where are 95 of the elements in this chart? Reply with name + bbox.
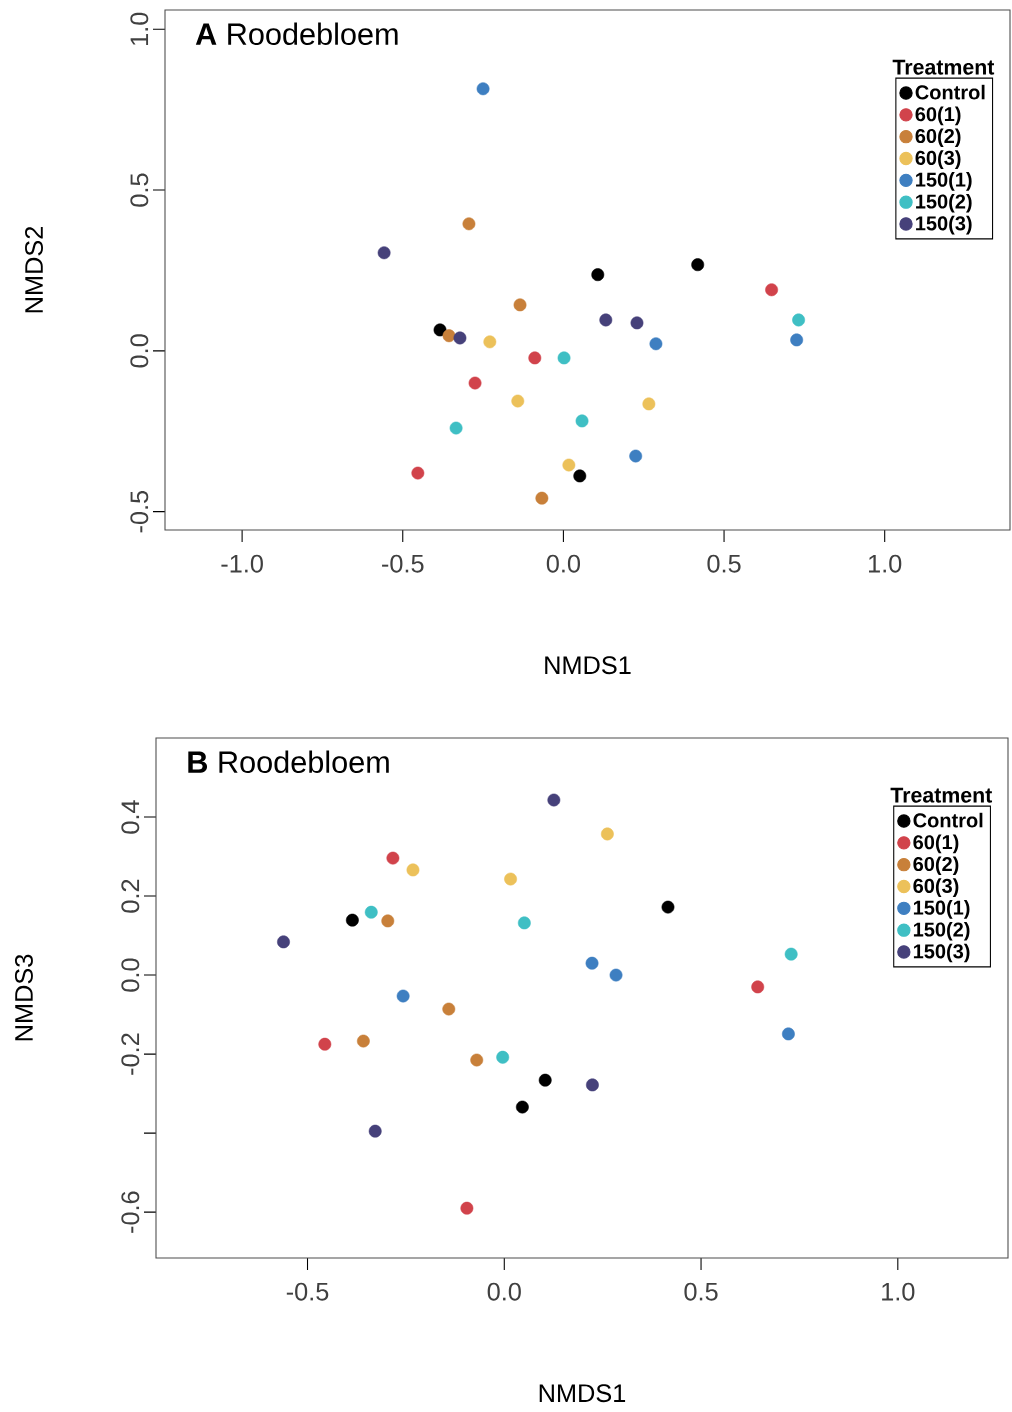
point <box>661 900 675 914</box>
x-axis-title: NMDS1 <box>545 656 631 675</box>
point <box>691 258 705 272</box>
point <box>511 394 525 408</box>
point <box>515 1100 529 1114</box>
point <box>517 916 531 930</box>
legend-title: Treatment <box>890 787 993 803</box>
point <box>599 313 613 327</box>
point <box>442 1002 456 1016</box>
y-axis-title: NMDS3 <box>14 954 33 1041</box>
point <box>462 217 476 231</box>
point <box>629 449 643 463</box>
y-tick-label: 0.4 <box>121 800 140 834</box>
x-tick-label: 1.0 <box>869 554 902 573</box>
point <box>496 1050 510 1064</box>
y-tick-label: 0.0 <box>121 958 140 992</box>
x-tick-label: 0.0 <box>546 554 581 573</box>
point <box>504 872 517 886</box>
x-tick-label: -0.5 <box>286 1282 329 1301</box>
point <box>368 1124 382 1138</box>
point <box>630 316 644 330</box>
point <box>433 323 447 337</box>
point <box>591 268 605 282</box>
y-tick-label: 1.0 <box>130 12 149 45</box>
legend-label: 150(2) <box>916 193 972 213</box>
legend-title: Treatment <box>892 59 995 75</box>
legend-label: 60(1) <box>915 106 961 126</box>
x-axis-title: NMDS1 <box>539 1384 626 1403</box>
point <box>562 458 576 472</box>
legend-label: 60(1) <box>913 834 959 854</box>
point <box>460 1201 474 1215</box>
point <box>442 329 456 343</box>
point <box>751 980 765 994</box>
y-tick-label: 0.2 <box>121 879 140 913</box>
point <box>790 333 804 347</box>
x-tick-label: -0.5 <box>382 554 424 573</box>
point <box>557 351 571 365</box>
x-tick-label: -1.0 <box>221 554 263 573</box>
point <box>528 351 542 365</box>
point <box>318 1037 332 1051</box>
x-tick-label: 0.5 <box>684 1282 718 1301</box>
point <box>586 1078 599 1092</box>
point <box>453 331 467 345</box>
point <box>476 82 490 96</box>
legend-label: 150(2) <box>913 921 970 941</box>
legend-label: 150(1) <box>916 172 972 191</box>
y-tick-label: -0.6 <box>121 1191 140 1233</box>
point <box>364 905 378 919</box>
point <box>396 989 410 1003</box>
point <box>649 337 663 351</box>
legend-label: 60(3) <box>915 150 961 169</box>
y-tick-label: -0.5 <box>130 490 149 533</box>
legend-label: 150(3) <box>913 943 970 963</box>
point <box>765 283 779 297</box>
point <box>784 947 798 961</box>
point <box>483 335 497 349</box>
y-tick-label: -0.2 <box>121 1033 140 1075</box>
point <box>547 793 561 807</box>
point <box>449 421 463 435</box>
y-tick-label: 0.5 <box>130 173 149 207</box>
x-tick-label: 0.0 <box>487 1282 521 1301</box>
point <box>468 376 482 390</box>
point <box>535 491 549 505</box>
point <box>538 1073 552 1087</box>
point <box>513 298 527 312</box>
legend-label: 60(2) <box>913 856 959 876</box>
chart-title: B Roodebloem <box>188 750 389 774</box>
x-tick-label: 0.5 <box>707 554 741 573</box>
point <box>345 913 359 927</box>
legend-label: 150(3) <box>916 215 972 235</box>
legend-label: 150(1) <box>913 900 970 919</box>
y-axis-title: NMDS2 <box>25 226 43 313</box>
point <box>377 246 391 260</box>
point <box>600 827 614 841</box>
point <box>609 968 623 982</box>
point <box>406 863 420 877</box>
point <box>573 469 587 483</box>
legend-label: Control <box>913 812 983 828</box>
point <box>277 935 290 949</box>
point <box>470 1053 484 1067</box>
legend-label: 60(2) <box>915 128 961 148</box>
legend-label: 60(3) <box>913 878 959 897</box>
point <box>575 414 589 428</box>
point <box>792 313 805 327</box>
point <box>411 466 425 480</box>
point <box>386 851 400 865</box>
point <box>642 397 656 411</box>
point <box>782 1027 795 1041</box>
point <box>585 956 599 970</box>
chart-title: A Roodebloem <box>195 22 398 46</box>
x-tick-label: 1.0 <box>882 1282 915 1301</box>
point <box>356 1034 370 1048</box>
y-tick-label: 0.0 <box>130 334 149 368</box>
point <box>381 914 395 928</box>
legend-label: Control <box>915 84 985 100</box>
